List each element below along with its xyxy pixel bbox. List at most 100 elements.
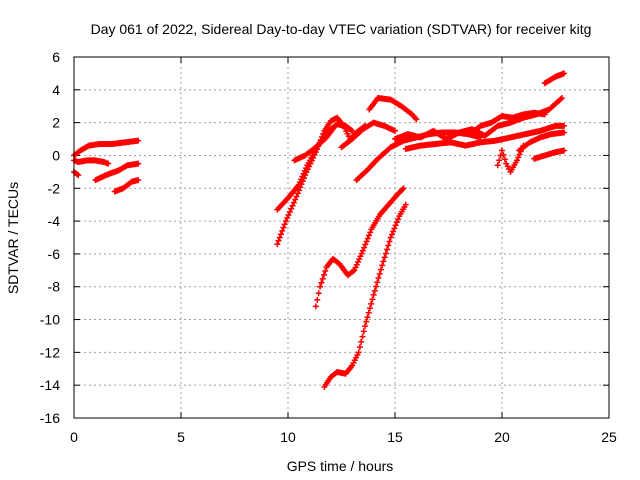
data-point	[392, 222, 399, 229]
y-tick-label: -16	[40, 410, 60, 426]
data-point	[312, 303, 319, 310]
data-point	[363, 238, 370, 245]
data-point	[499, 147, 505, 154]
data-point	[292, 196, 299, 203]
data-point	[322, 267, 329, 274]
data-point	[277, 231, 284, 238]
data-point	[395, 216, 402, 223]
y-tick-label: -6	[48, 246, 61, 262]
data-point	[413, 116, 420, 123]
y-tick-label: -14	[40, 377, 60, 393]
y-tick-label: 0	[52, 147, 60, 163]
data-point	[286, 208, 293, 215]
data-point	[290, 199, 297, 206]
data-point	[393, 219, 400, 226]
data-point	[384, 246, 391, 253]
data-point	[402, 201, 409, 208]
chart-title: Day 061 of 2022, Sidereal Day-to-day VTE…	[91, 21, 592, 37]
data-point	[494, 162, 501, 169]
data-point	[380, 258, 387, 265]
data-point	[561, 147, 568, 154]
x-tick-label: 25	[601, 429, 617, 445]
data-point	[392, 127, 398, 134]
x-tick-label: 10	[280, 429, 296, 445]
data-point	[288, 205, 295, 212]
data-point	[496, 157, 503, 164]
data-point	[355, 349, 362, 356]
y-tick-label: -12	[40, 344, 60, 360]
data-point	[318, 279, 325, 286]
data-point	[353, 261, 360, 268]
data-point	[366, 305, 373, 312]
data-point	[135, 177, 142, 184]
data-point	[377, 266, 384, 273]
data-point	[500, 151, 507, 158]
x-axis-label: GPS time / hours	[287, 458, 394, 474]
data-point	[368, 300, 375, 307]
data-point	[276, 234, 283, 241]
data-point	[400, 185, 407, 192]
data-point	[319, 275, 326, 282]
data-point	[370, 291, 377, 298]
data-point	[363, 318, 370, 325]
series-s18	[541, 70, 568, 87]
series-s5	[111, 177, 142, 195]
data-point	[300, 170, 307, 177]
y-axis-ticks: -16 -14 -12 -10 -8 -6 -4 -2 0 2 4 6	[40, 49, 609, 426]
data-point	[293, 193, 300, 200]
data-point	[315, 290, 322, 297]
data-point	[561, 70, 568, 77]
plot-frame	[73, 56, 610, 419]
data-point	[379, 262, 386, 269]
data-point	[349, 127, 356, 134]
data-point	[303, 165, 310, 172]
x-tick-label: 20	[494, 429, 510, 445]
series-s1	[71, 137, 142, 159]
series-s10	[366, 95, 420, 123]
data-point	[282, 218, 289, 225]
y-axis-label: SDTVAR / TECUs	[5, 182, 21, 294]
data-point	[390, 228, 397, 235]
data-point	[364, 235, 371, 242]
data-point	[295, 181, 302, 188]
data-point	[374, 279, 381, 286]
data-point	[274, 241, 281, 248]
data-point	[386, 238, 393, 245]
data-point	[391, 225, 398, 232]
data-point	[558, 95, 565, 102]
data-point	[381, 254, 388, 261]
data-point	[105, 160, 112, 167]
data-point	[360, 328, 367, 335]
x-tick-label: 5	[177, 429, 185, 445]
series-s16	[516, 129, 568, 154]
series-s17	[531, 147, 568, 162]
data-point	[280, 224, 287, 231]
data-point	[541, 111, 548, 118]
data-point	[356, 256, 363, 263]
data-point	[382, 250, 389, 257]
data-point	[373, 283, 380, 290]
data-point	[365, 309, 372, 316]
data-point	[332, 122, 339, 129]
data-point	[281, 221, 288, 228]
y-tick-label: -8	[48, 279, 61, 295]
data-point	[275, 237, 282, 244]
data-point	[375, 275, 382, 282]
data-point	[352, 264, 359, 271]
series-s8	[291, 122, 339, 164]
data-point	[371, 287, 378, 294]
data-point	[359, 247, 366, 254]
data-point	[387, 234, 394, 241]
y-tick-label: -10	[40, 312, 60, 328]
data-point	[299, 173, 306, 180]
series-s4	[92, 160, 142, 184]
data-point	[296, 179, 303, 186]
data-point	[358, 250, 365, 257]
data-point	[320, 271, 327, 278]
data-point	[289, 202, 296, 209]
data-point	[317, 283, 324, 290]
series-s14	[466, 109, 548, 138]
data-point	[385, 242, 392, 249]
